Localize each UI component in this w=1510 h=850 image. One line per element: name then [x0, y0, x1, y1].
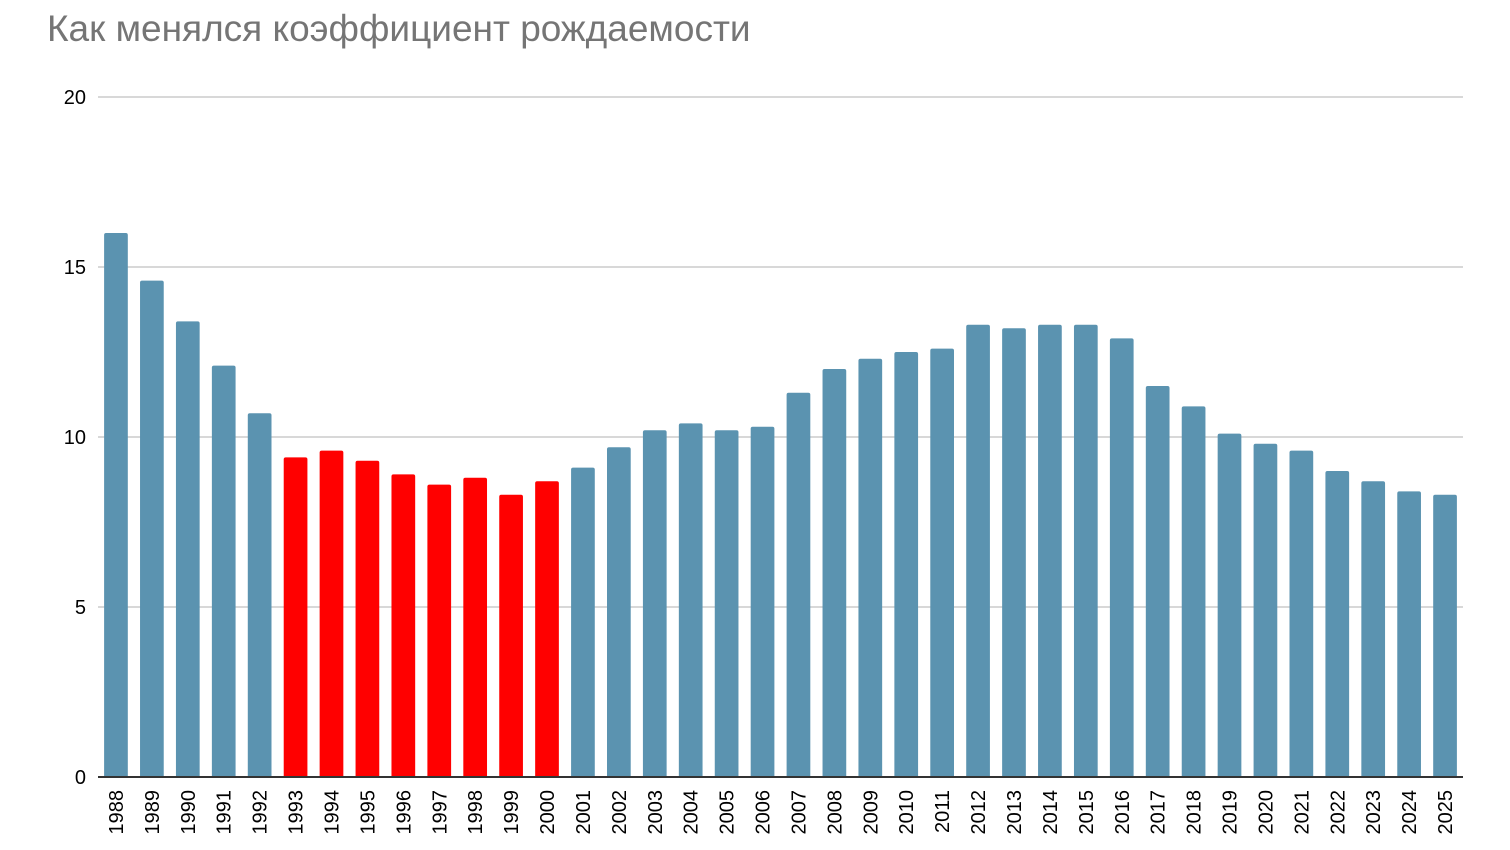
x-tick-label: 2023 — [1363, 790, 1385, 835]
bar-1995 — [355, 460, 380, 777]
x-tick-label: 2013 — [1004, 790, 1026, 835]
bars — [104, 233, 1457, 777]
y-tick-label: 10 — [64, 427, 86, 449]
bar-2015 — [1073, 324, 1098, 777]
bar-2020 — [1253, 443, 1278, 777]
x-tick-label: 2008 — [824, 790, 846, 835]
x-tick-label: 2014 — [1040, 790, 1062, 835]
x-tick-label: 2001 — [573, 790, 595, 835]
bar-1990 — [175, 321, 200, 777]
bar-1998 — [463, 477, 488, 777]
bar-2001 — [571, 467, 595, 777]
bar-2008 — [822, 369, 847, 777]
bar-1991 — [211, 365, 236, 777]
bar-2022 — [1325, 471, 1350, 777]
x-tick-label: 2004 — [681, 790, 703, 835]
chart-title: Как менялся коэффициент рождаемости — [47, 8, 751, 49]
x-tick-label: 2005 — [717, 790, 739, 835]
x-tick-label: 2020 — [1255, 790, 1277, 835]
x-tick-label: 2018 — [1184, 790, 1206, 835]
x-tick-label: 2015 — [1076, 790, 1098, 835]
bar-2005 — [714, 430, 739, 777]
x-tick-label: 2000 — [537, 790, 559, 835]
bar-1996 — [391, 474, 416, 777]
x-tick-label: 1996 — [393, 790, 415, 835]
x-tick-label: 1988 — [106, 790, 128, 835]
x-tick-label: 2010 — [896, 790, 918, 835]
x-tick-label: 2024 — [1399, 790, 1421, 835]
x-tick-label: 2011 — [932, 790, 954, 833]
bar-2016 — [1109, 338, 1134, 777]
x-tick-label: 1991 — [214, 790, 236, 835]
x-tick-label: 2002 — [609, 790, 631, 835]
y-tick-label: 0 — [75, 767, 86, 789]
y-axis-ticks: 0 5 10 15 20 — [64, 87, 86, 789]
x-tick-label: 1998 — [465, 790, 487, 835]
x-tick-label: 2022 — [1327, 790, 1349, 835]
bar-2012 — [966, 324, 990, 777]
x-tick-label: 2003 — [645, 790, 667, 835]
x-tick-label: 2009 — [860, 790, 882, 835]
bar-1993 — [283, 457, 308, 777]
x-tick-label: 2016 — [1112, 790, 1134, 835]
bar-2019 — [1217, 433, 1242, 777]
x-tick-label: 1995 — [357, 790, 379, 835]
bar-2002 — [607, 447, 631, 777]
bar-1989 — [140, 280, 164, 777]
x-tick-label: 2017 — [1148, 790, 1170, 835]
bar-1994 — [319, 450, 344, 777]
bar-1999 — [499, 494, 523, 777]
y-tick-label: 5 — [75, 597, 86, 619]
x-tick-label: 1999 — [501, 790, 523, 835]
bar-2003 — [642, 430, 667, 777]
x-tick-label: 2021 — [1291, 790, 1313, 835]
x-tick-label: 2025 — [1435, 790, 1457, 835]
x-tick-label: 2019 — [1220, 790, 1242, 835]
x-tick-label: 1997 — [429, 790, 451, 835]
bar-1997 — [427, 484, 452, 777]
bar-2013 — [1002, 328, 1026, 777]
y-tick-label: 20 — [64, 87, 86, 109]
bar-1988 — [104, 233, 128, 777]
bar-2017 — [1145, 386, 1170, 777]
bar-2007 — [786, 392, 811, 777]
bar-1992 — [247, 413, 272, 777]
x-axis-ticks: 1988 1989 1990 1991 1992 1993 1994 1995 1996 1997… — [106, 790, 1457, 835]
x-tick-label: 1990 — [178, 790, 200, 835]
bar-2000 — [535, 481, 559, 777]
x-tick-label: 1993 — [286, 790, 308, 835]
bar-2018 — [1181, 406, 1206, 777]
bar-2010 — [894, 352, 919, 777]
bar-2011 — [930, 348, 954, 777]
bar-2021 — [1289, 450, 1314, 777]
y-tick-label: 15 — [64, 257, 86, 279]
x-tick-label: 1992 — [250, 790, 272, 835]
bar-2014 — [1038, 324, 1062, 777]
bar-2023 — [1361, 481, 1386, 777]
bar-2006 — [750, 426, 775, 777]
bar-2009 — [858, 358, 883, 777]
x-tick-label: 1989 — [142, 790, 164, 835]
x-tick-label: 2012 — [968, 790, 990, 835]
bar-2025 — [1433, 494, 1457, 777]
x-tick-label: 2007 — [788, 790, 810, 835]
x-tick-label: 2006 — [753, 790, 775, 835]
bar-2004 — [678, 423, 703, 777]
bar-2024 — [1397, 491, 1421, 777]
x-tick-label: 1994 — [321, 790, 343, 835]
